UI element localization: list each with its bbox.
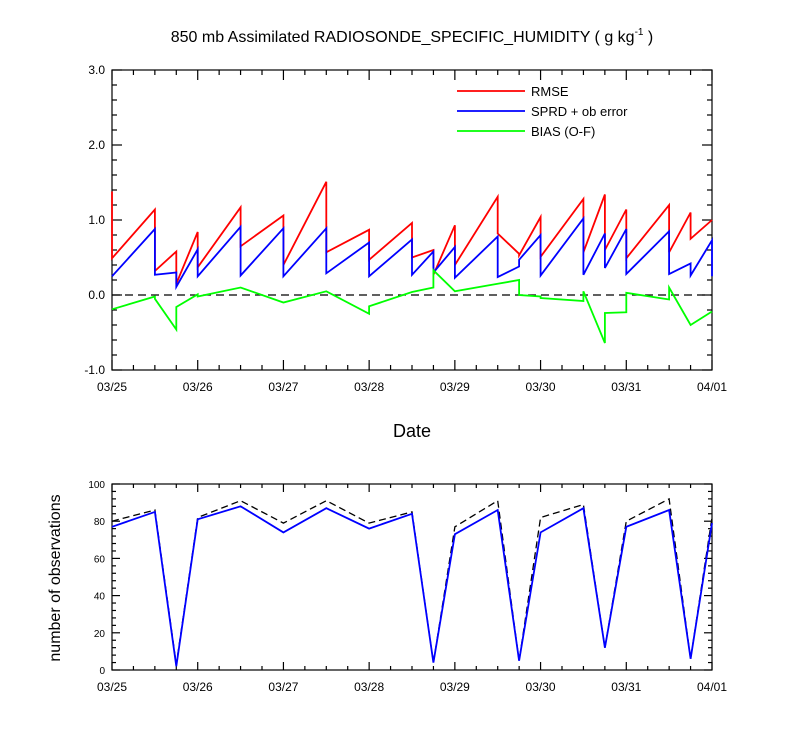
x-tick-label: 03/27 (268, 380, 298, 394)
x-tick-label: 03/26 (183, 380, 213, 394)
y-tick-label: 3.0 (88, 63, 105, 77)
chart-title: 850 mb Assimilated RADIOSONDE_SPECIFIC_H… (171, 27, 654, 46)
x-axis-label: Date (393, 421, 431, 441)
series-line-observations-used (111, 505, 713, 667)
legend-label: BIAS (O-F) (531, 124, 595, 139)
x-tick-label: 03/28 (354, 380, 384, 394)
series-line-observations-possible (111, 497, 713, 665)
legend-label: RMSE (531, 84, 569, 99)
x-tick-label: 03/26 (183, 680, 213, 694)
legend-label: SPRD + ob error (531, 104, 628, 119)
x-tick-label: 03/30 (526, 680, 556, 694)
y-tick-label: 100 (88, 480, 105, 491)
x-tick-label: 03/27 (268, 680, 298, 694)
y-tick-label: 1.0 (88, 213, 105, 227)
y-tick-label: 0.0 (88, 288, 105, 302)
x-tick-label: 03/29 (440, 680, 470, 694)
y-tick-label: 20 (94, 629, 106, 640)
top-panel: 03/25 03/26 03/27 03/28 03/29 03/30 03/31 04/01… (84, 63, 727, 394)
x-tick-label: 04/01 (697, 680, 727, 694)
x-tick-label: 03/25 (97, 680, 127, 694)
x-tick-label: 03/31 (611, 680, 641, 694)
y-tick-label: 0 (99, 666, 105, 677)
x-tick-label: 03/29 (440, 380, 470, 394)
series-line-sprd-ob-error (111, 215, 713, 291)
y-tick-label: 80 (94, 517, 106, 528)
x-tick-label: 03/28 (354, 680, 384, 694)
y-tick-label: 2.0 (88, 138, 105, 152)
bottom-panel: 03/25 03/26 03/27 03/28 03/29 03/30 03/31 04/01… (88, 480, 727, 694)
x-tick-label: 03/25 (97, 380, 127, 394)
x-tick-label: 04/01 (697, 380, 727, 394)
y-axis-label-observations: number of observations (47, 494, 64, 661)
y-tick-label: 60 (94, 554, 106, 565)
x-tick-label: 03/30 (526, 380, 556, 394)
y-tick-label: 40 (94, 592, 106, 603)
series-line-bias-o-f (111, 268, 713, 344)
y-tick-label: -1.0 (84, 363, 105, 377)
x-tick-label: 03/31 (611, 380, 641, 394)
